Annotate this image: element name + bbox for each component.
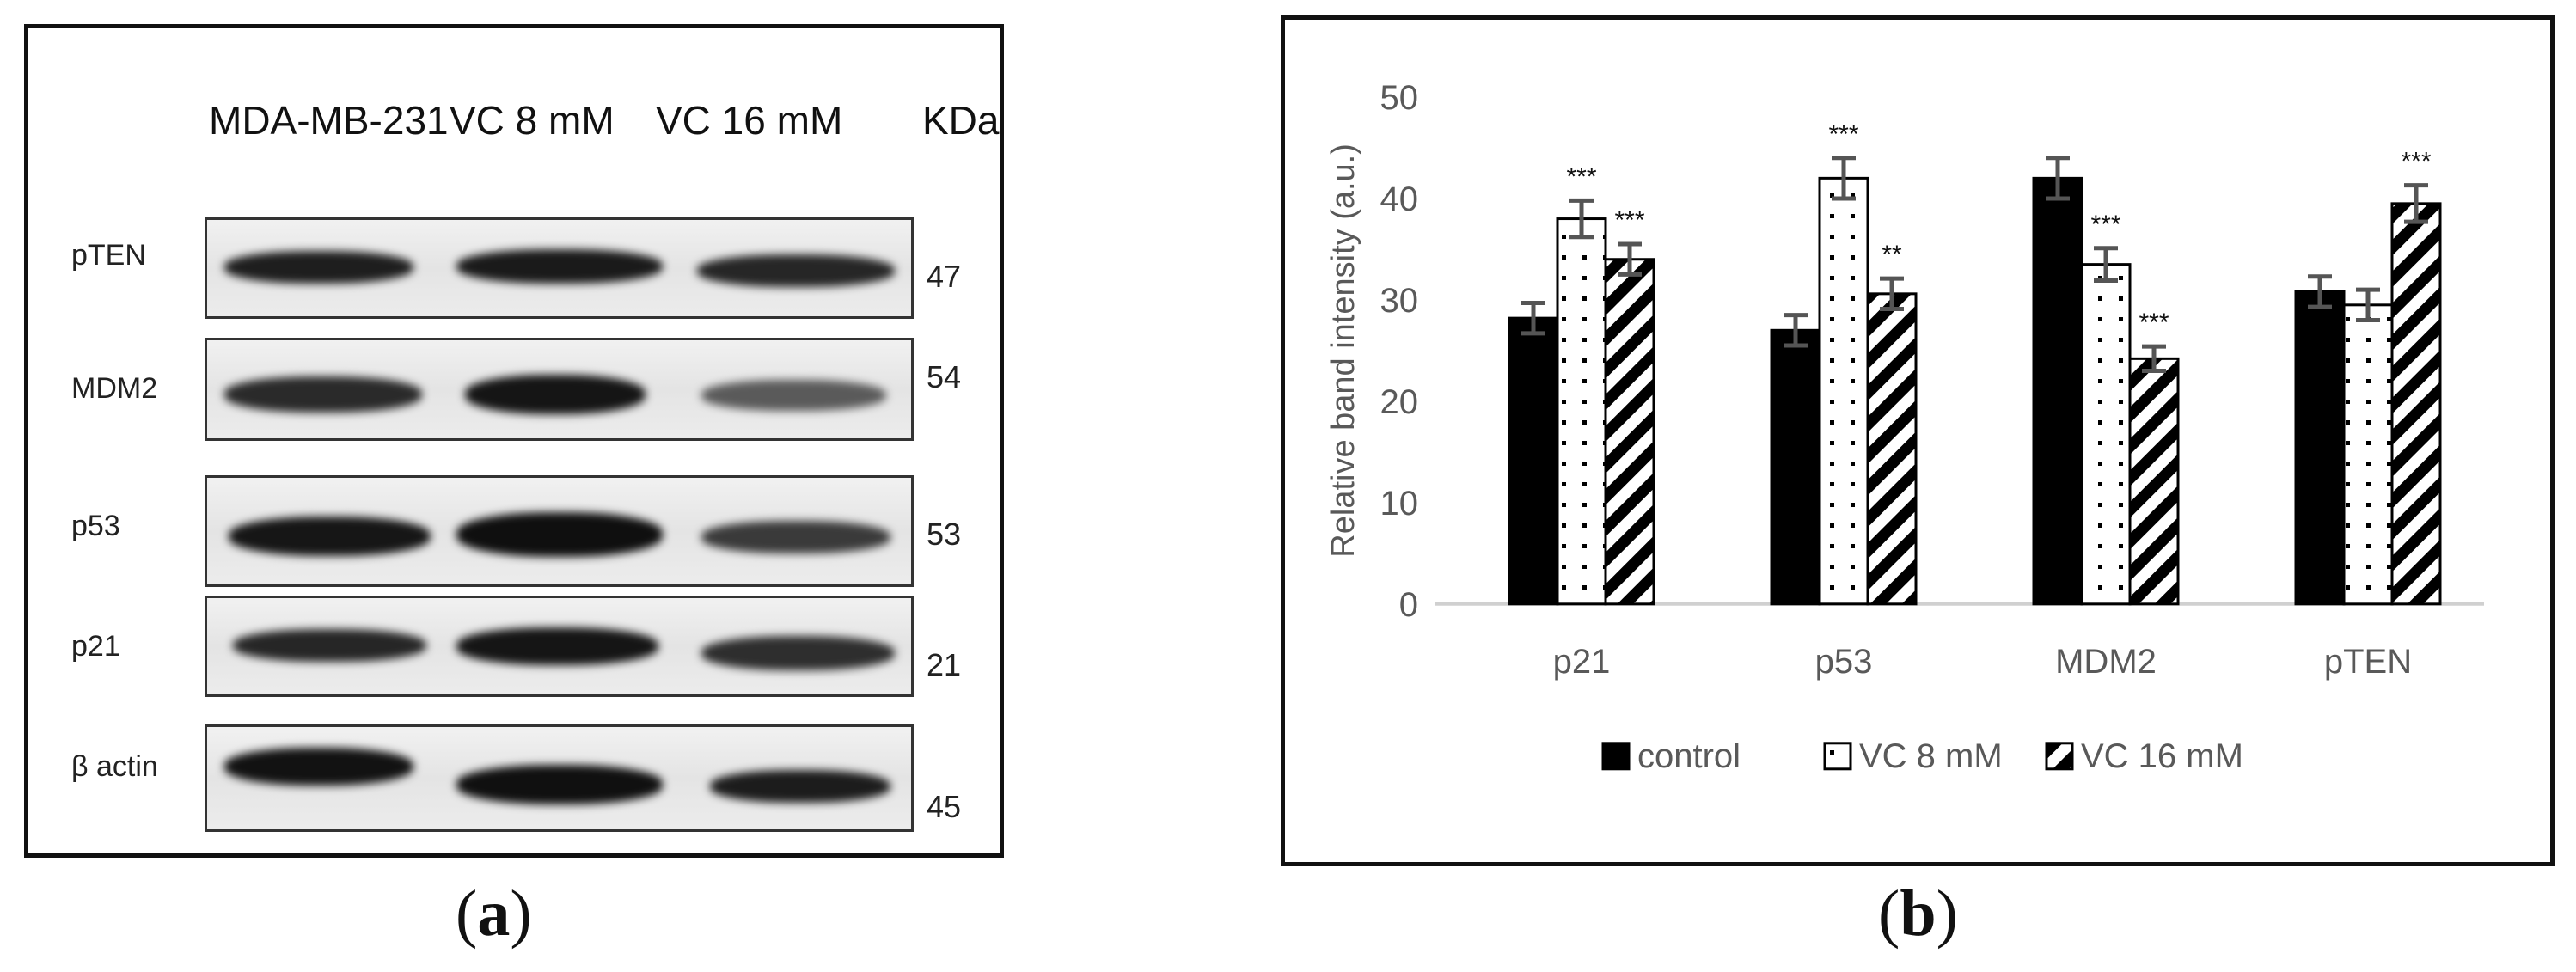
- blot-band: [224, 376, 422, 413]
- y-tick-label: 30: [1380, 282, 1419, 320]
- x-tick-label: p53: [1815, 643, 1873, 681]
- blot-strip-pten: [205, 217, 914, 319]
- panel-b-caption: (b): [1878, 877, 1958, 950]
- x-tick-label: MDM2: [2055, 643, 2157, 681]
- bar: [1818, 176, 1869, 606]
- bar: [2080, 263, 2132, 606]
- y-tick-label: 40: [1380, 180, 1419, 218]
- significance-label: ***: [2401, 148, 2431, 176]
- blot-row-label-beta-actin: β actin: [71, 750, 158, 783]
- bar: [2294, 290, 2346, 606]
- y-tick-label: 0: [1399, 586, 1418, 624]
- y-axis-title: Relative band intensity (a.u.): [1325, 144, 1361, 558]
- panel-b-caption-letter: b: [1900, 877, 1937, 950]
- bar: [2342, 303, 2394, 606]
- blot-row-label-pten: pTEN: [71, 239, 146, 272]
- legend-swatch: [1601, 742, 1631, 771]
- significance-label: **: [1882, 241, 1902, 269]
- blot-band: [697, 254, 895, 287]
- bar: [2032, 176, 2083, 606]
- lane-header-vc-8mm: VC 8 mM: [450, 98, 615, 143]
- significance-label: ***: [2090, 211, 2120, 239]
- significance-label: ***: [1614, 206, 1644, 235]
- legend-label: VC 8 mM: [1859, 737, 2003, 775]
- kda-value-mdm2: 54: [927, 359, 962, 394]
- blot-band: [224, 251, 413, 284]
- blot-band: [701, 521, 890, 553]
- kda-value-p21: 21: [927, 647, 962, 682]
- legend-label: control: [1637, 737, 1741, 775]
- blot-row-label-p53: p53: [71, 510, 120, 542]
- lane-header-vc-16mm: VC 16 mM: [656, 98, 843, 143]
- legend-swatch: [2045, 742, 2074, 771]
- bar-chart-panel: 0 10 20 30 40 50 Relative band intensity (a.u.…: [1281, 15, 2555, 866]
- bar: [1866, 292, 1918, 606]
- blot-band: [229, 517, 431, 556]
- lane-header-mda-mb-231: MDA-MB-231: [209, 98, 449, 143]
- kda-value-beta-actin: 45: [927, 789, 962, 824]
- blot-strip-p21: [205, 596, 914, 697]
- blot-band: [456, 249, 663, 284]
- legend-label: VC 16 mM: [2081, 737, 2243, 775]
- significance-label: ***: [1566, 162, 1596, 191]
- blot-band: [224, 748, 413, 786]
- blot-row-label-p21: p21: [71, 630, 120, 663]
- y-tick-label: 20: [1380, 383, 1419, 421]
- bar: [1770, 328, 1821, 606]
- bar: [1508, 316, 1559, 606]
- y-tick-label: 10: [1380, 485, 1419, 523]
- kda-header: KDa: [922, 98, 1000, 143]
- kda-value-pten: 47: [927, 259, 962, 294]
- bar: [1556, 217, 1607, 606]
- panel-a-caption: (a): [456, 877, 532, 950]
- significance-label: ***: [2139, 309, 2169, 337]
- bar-chart: 0 10 20 30 40 50 Relative band intensity (a.u.…: [1325, 79, 2484, 775]
- x-tick-label: p21: [1553, 643, 1611, 681]
- blot-band: [465, 375, 646, 414]
- blot-strip-mdm2: [205, 338, 914, 441]
- y-tick-label: 50: [1380, 79, 1419, 117]
- western-blot-panel: MDA-MB-231 VC 8 mM VC 16 mM KDa pTEN 47 …: [24, 24, 1004, 858]
- x-tick-label: pTEN: [2324, 643, 2412, 681]
- bar: [2390, 202, 2442, 606]
- significance-label: ***: [1828, 120, 1858, 149]
- blot-band: [233, 629, 426, 662]
- kda-value-p53: 53: [927, 517, 962, 552]
- bar: [2128, 357, 2180, 606]
- blot-band: [456, 765, 663, 804]
- panel-a-caption-letter: a: [477, 877, 511, 950]
- blot-band: [710, 770, 890, 803]
- blot-strip-p53: [205, 475, 914, 587]
- blot-band: [701, 636, 895, 670]
- blot-band: [701, 380, 886, 411]
- bar: [1604, 258, 1655, 606]
- blot-band: [456, 627, 658, 665]
- blot-row-label-mdm2: MDM2: [71, 372, 158, 405]
- legend-swatch: [1823, 742, 1852, 771]
- blot-strip-beta-actin: [205, 724, 914, 832]
- blot-band: [456, 512, 663, 557]
